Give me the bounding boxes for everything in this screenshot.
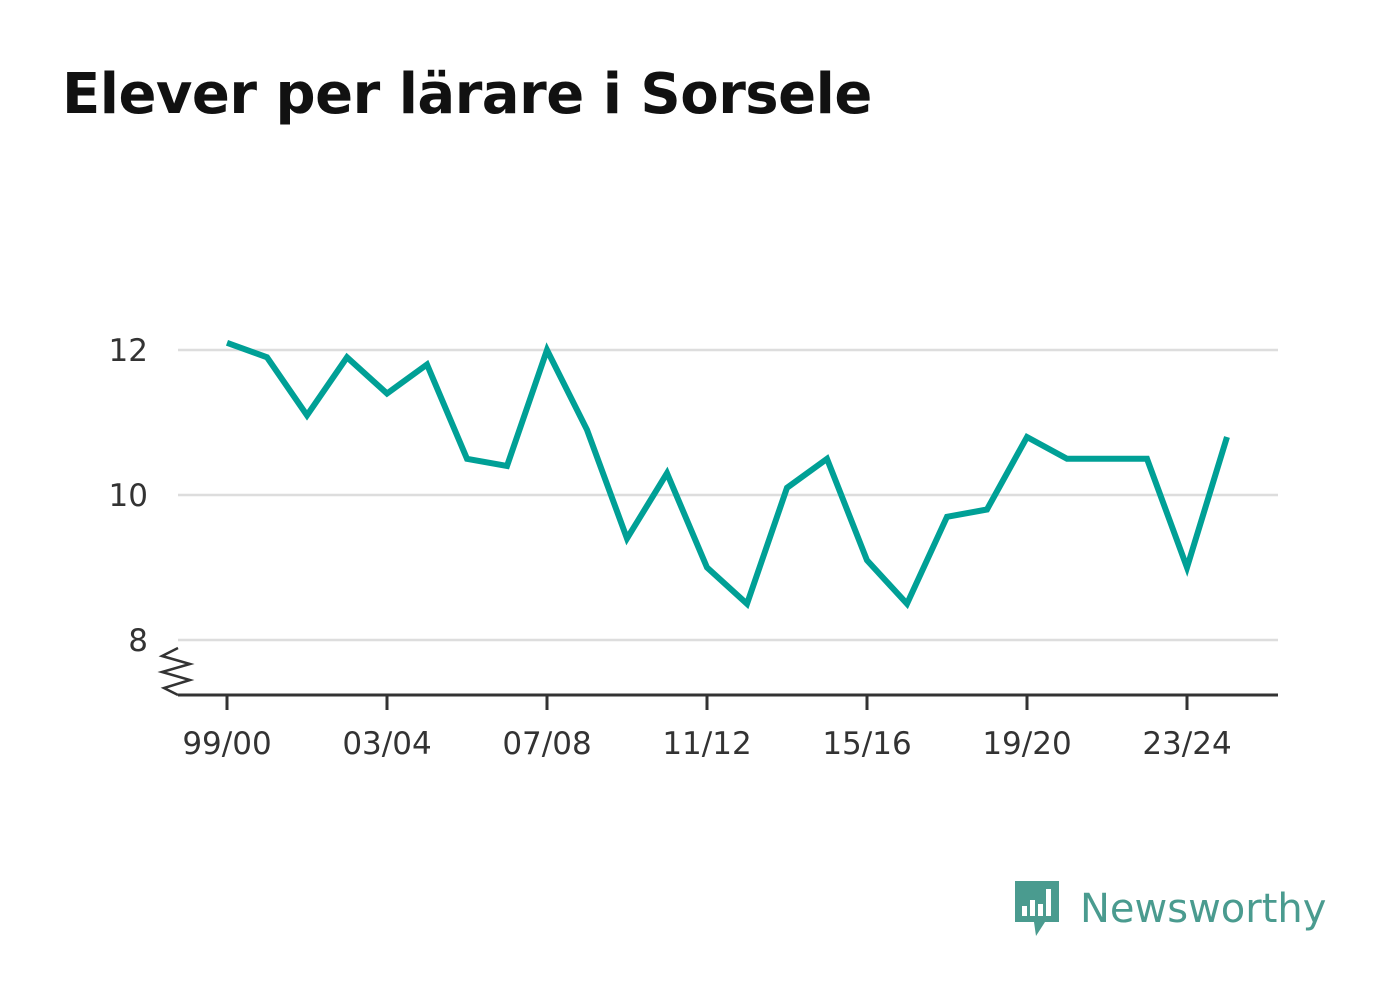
chart-title: Elever per lärare i Sorsele <box>62 62 872 127</box>
x-tick-label: 07/08 <box>502 726 591 762</box>
x-axis-ticks: 99/00 03/04 07/08 11/12 15/16 19/20 23/24 <box>182 695 1232 762</box>
y-tick-label: 10 <box>109 478 148 514</box>
x-tick-label: 11/12 <box>662 726 751 762</box>
brand-logo: Newsworthy <box>1012 878 1326 940</box>
x-axis <box>157 646 1278 697</box>
y-tick-label: 12 <box>109 333 148 369</box>
brand-name: Newsworthy <box>1080 886 1327 932</box>
y-axis-ticks: 8 10 12 <box>109 333 148 659</box>
x-tick-label: 03/04 <box>342 726 431 762</box>
series-line <box>225 339 1230 610</box>
axis-break-icon <box>157 646 195 697</box>
y-tick-label: 8 <box>128 623 148 659</box>
gridlines <box>178 348 1278 642</box>
series <box>225 339 1230 610</box>
bar-chart-icon <box>1015 881 1059 936</box>
x-tick-label: 99/00 <box>182 726 271 762</box>
x-tick-label: 15/16 <box>822 726 911 762</box>
x-tick-label: 23/24 <box>1142 726 1231 762</box>
x-tick-label: 19/20 <box>982 726 1071 762</box>
